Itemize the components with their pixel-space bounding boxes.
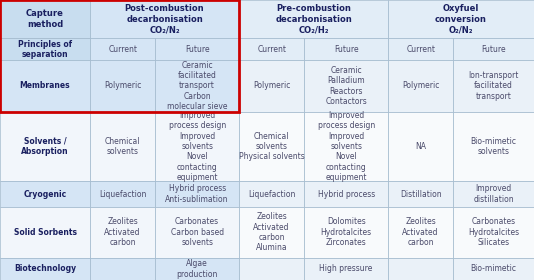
Text: Polymeric: Polymeric — [104, 81, 142, 90]
Bar — [90, 258, 155, 280]
Text: Liquefaction: Liquefaction — [248, 190, 295, 199]
Bar — [155, 60, 239, 112]
Bar — [0, 112, 90, 181]
Bar — [239, 207, 304, 258]
Text: Solvents /
Absorption: Solvents / Absorption — [21, 137, 69, 156]
Bar — [388, 0, 534, 38]
Bar — [388, 112, 453, 181]
Text: Hybrid process
Anti-sublimation: Hybrid process Anti-sublimation — [166, 184, 229, 204]
Text: Future: Future — [481, 45, 506, 54]
Text: Improved
process design
Improved
solvents
Novel
contacting
equipment: Improved process design Improved solvent… — [318, 111, 375, 182]
Text: Ceramic
Palladium
Reactors
Contactors: Ceramic Palladium Reactors Contactors — [325, 66, 367, 106]
Bar — [0, 60, 90, 112]
Bar — [239, 38, 304, 60]
Text: Solid Sorbents: Solid Sorbents — [13, 228, 76, 237]
Text: Improved
distillation: Improved distillation — [473, 184, 514, 204]
Text: Zeolites
Activated
carbon: Zeolites Activated carbon — [104, 217, 141, 247]
Text: Liquefaction: Liquefaction — [99, 190, 146, 199]
Text: Membranes: Membranes — [20, 81, 70, 90]
Bar — [388, 181, 453, 207]
Text: Polymeric: Polymeric — [402, 81, 439, 90]
Bar — [90, 0, 239, 38]
Text: Ceramic
facilitated
transport
Carbon
molecular sieve: Ceramic facilitated transport Carbon mol… — [167, 61, 227, 111]
Bar — [453, 38, 534, 60]
Text: Dolomites
Hydrotalcites
Zirconates: Dolomites Hydrotalcites Zirconates — [320, 217, 372, 247]
Text: Current: Current — [406, 45, 435, 54]
Bar — [90, 112, 155, 181]
Bar — [90, 60, 155, 112]
Text: Cryogenic: Cryogenic — [23, 190, 67, 199]
Bar — [304, 112, 388, 181]
Bar — [155, 38, 239, 60]
Bar — [90, 38, 155, 60]
Bar — [304, 258, 388, 280]
Bar — [239, 181, 304, 207]
Text: Future: Future — [185, 45, 209, 54]
Text: Pre-combustion
decarbonisation
CO₂/H₂: Pre-combustion decarbonisation CO₂/H₂ — [275, 4, 352, 34]
Bar — [388, 60, 453, 112]
Bar — [155, 207, 239, 258]
Bar — [0, 0, 239, 112]
Bar — [239, 258, 304, 280]
Bar — [304, 60, 388, 112]
Bar — [304, 181, 388, 207]
Bar — [0, 258, 90, 280]
Bar — [155, 112, 239, 181]
Bar — [453, 181, 534, 207]
Text: Bio-mimetic
solvents: Bio-mimetic solvents — [470, 137, 516, 156]
Bar — [90, 181, 155, 207]
Bar — [388, 38, 453, 60]
Bar — [388, 258, 453, 280]
Text: Carbonates
Hydrotalcites
Silicates: Carbonates Hydrotalcites Silicates — [468, 217, 519, 247]
Text: High pressure: High pressure — [319, 265, 373, 274]
Bar — [304, 207, 388, 258]
Text: Capture
method: Capture method — [26, 10, 64, 29]
Text: Chemical
solvents: Chemical solvents — [105, 137, 140, 156]
Text: Algae
production: Algae production — [176, 259, 218, 279]
Bar — [453, 60, 534, 112]
Text: Bio-mimetic: Bio-mimetic — [470, 265, 516, 274]
Bar — [304, 38, 388, 60]
Bar — [155, 181, 239, 207]
Text: Oxyfuel
conversion
O₂/N₂: Oxyfuel conversion O₂/N₂ — [435, 4, 487, 34]
Text: Polymeric: Polymeric — [253, 81, 290, 90]
Text: Zeolites
Activated
carbon
Alumina: Zeolites Activated carbon Alumina — [254, 212, 290, 252]
Text: Carbonates
Carbon based
solvents: Carbonates Carbon based solvents — [170, 217, 224, 247]
Bar — [0, 0, 90, 38]
Bar — [0, 38, 90, 60]
Bar — [239, 0, 388, 38]
Bar — [155, 258, 239, 280]
Bar — [453, 207, 534, 258]
Text: Improved
process design
Improved
solvents
Novel
contacting
equipment: Improved process design Improved solvent… — [169, 111, 226, 182]
Text: Hybrid process: Hybrid process — [318, 190, 375, 199]
Text: Chemical
solvents
Physical solvents: Chemical solvents Physical solvents — [239, 132, 304, 161]
Text: Zeolites
Activated
carbon: Zeolites Activated carbon — [403, 217, 439, 247]
Bar — [239, 60, 304, 112]
Bar — [453, 112, 534, 181]
Bar — [239, 112, 304, 181]
Text: Ion-transport
facilitated
transport: Ion-transport facilitated transport — [468, 71, 519, 101]
Text: Current: Current — [108, 45, 137, 54]
Text: Post-combustion
decarbonisation
CO₂/N₂: Post-combustion decarbonisation CO₂/N₂ — [125, 4, 205, 34]
Text: NA: NA — [415, 142, 426, 151]
Text: Biotechnology: Biotechnology — [14, 265, 76, 274]
Bar — [388, 207, 453, 258]
Bar — [453, 258, 534, 280]
Text: Principles of
separation: Principles of separation — [18, 39, 72, 59]
Bar — [0, 181, 90, 207]
Bar — [90, 207, 155, 258]
Text: Current: Current — [257, 45, 286, 54]
Text: Distillation: Distillation — [400, 190, 442, 199]
Text: Future: Future — [334, 45, 358, 54]
Bar — [0, 207, 90, 258]
